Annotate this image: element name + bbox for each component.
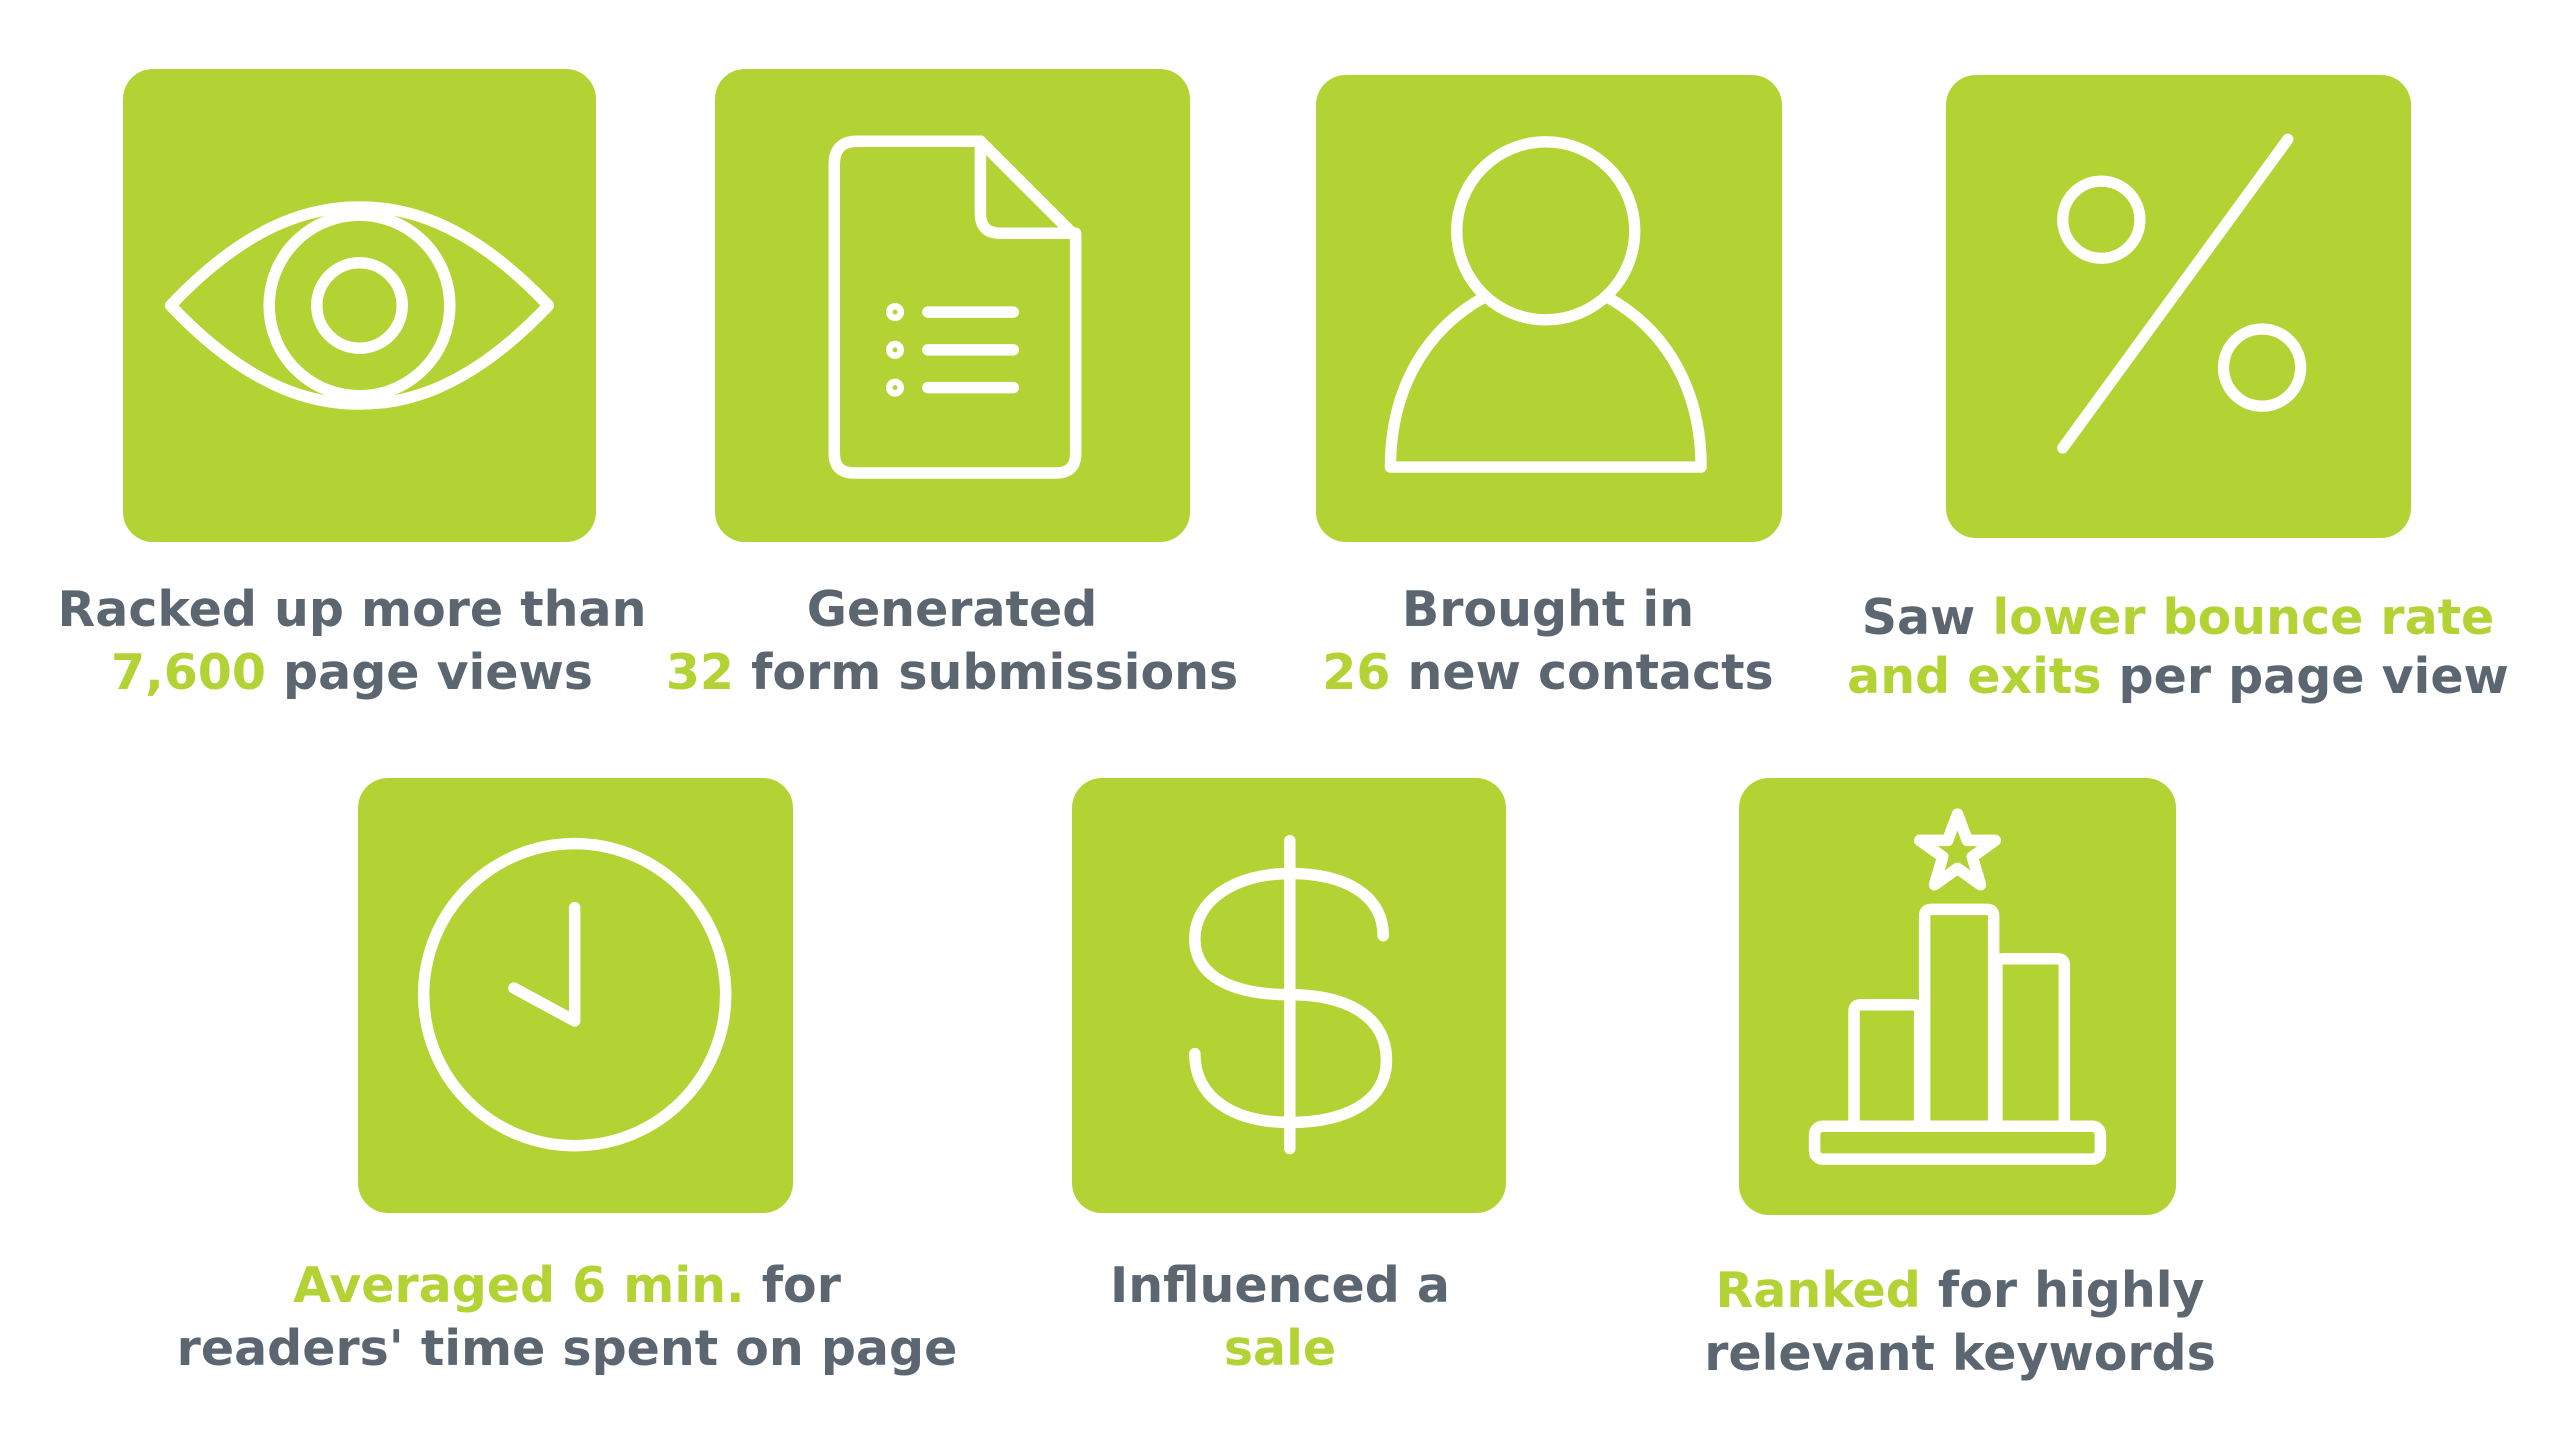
caption-text: form submissions <box>734 644 1239 701</box>
ranking-icon <box>1808 808 2107 1165</box>
caption-text: for <box>744 1257 841 1314</box>
time-on-page-card <box>358 778 793 1213</box>
keywords-caption: Ranked for highly relevant keywords <box>1704 1259 2216 1385</box>
caption-highlight: Averaged 6 min. <box>293 1257 745 1314</box>
caption-text: Influenced a <box>1110 1257 1450 1314</box>
document-icon <box>828 135 1082 479</box>
new-contacts-caption: Brought in 26 new contacts <box>1322 578 1773 704</box>
time-on-page-caption: Averaged 6 min. for readers' time spent … <box>177 1254 958 1380</box>
dollar-icon <box>1189 835 1393 1155</box>
sale-card <box>1072 778 1506 1213</box>
caption-highlight: 26 <box>1322 644 1391 701</box>
caption-text: for highly <box>1920 1262 2205 1319</box>
percent-icon <box>2057 133 2307 454</box>
bounce-rate-card <box>1946 75 2411 538</box>
caption-text: readers' time spent on page <box>176 1320 958 1377</box>
caption-highlight: 32 <box>665 644 735 701</box>
caption-text: Racked up more than <box>57 581 647 638</box>
caption-highlight: sale <box>1223 1320 1337 1377</box>
person-icon <box>1384 136 1707 473</box>
caption-highlight: and exits <box>1847 648 2102 705</box>
form-submissions-caption: Generated 32 form submissions <box>666 578 1238 704</box>
keywords-card <box>1739 778 2176 1215</box>
caption-highlight: lower bounce rate <box>1992 589 2495 646</box>
caption-text: Brought in <box>1401 581 1695 638</box>
caption-text: Saw <box>1861 589 1993 646</box>
form-submissions-card <box>715 69 1190 542</box>
page-views-caption: Racked up more than 7,600 page views <box>58 578 647 704</box>
caption-highlight: 7,600 <box>111 644 266 701</box>
caption-text: page views <box>266 644 593 701</box>
bounce-rate-caption: Saw lower bounce rate and exits per page… <box>1847 588 2509 706</box>
caption-text: relevant keywords <box>1704 1325 2216 1382</box>
caption-text: per page view <box>2101 648 2509 705</box>
new-contacts-card <box>1316 75 1782 542</box>
sale-caption: Influenced a sale <box>1110 1254 1450 1380</box>
caption-highlight: Ranked <box>1715 1262 1921 1319</box>
clock-icon <box>417 837 732 1152</box>
caption-text: new contacts <box>1390 644 1774 701</box>
eye-icon <box>164 201 555 410</box>
caption-text: Generated <box>806 581 1098 638</box>
page-views-card <box>123 69 596 542</box>
